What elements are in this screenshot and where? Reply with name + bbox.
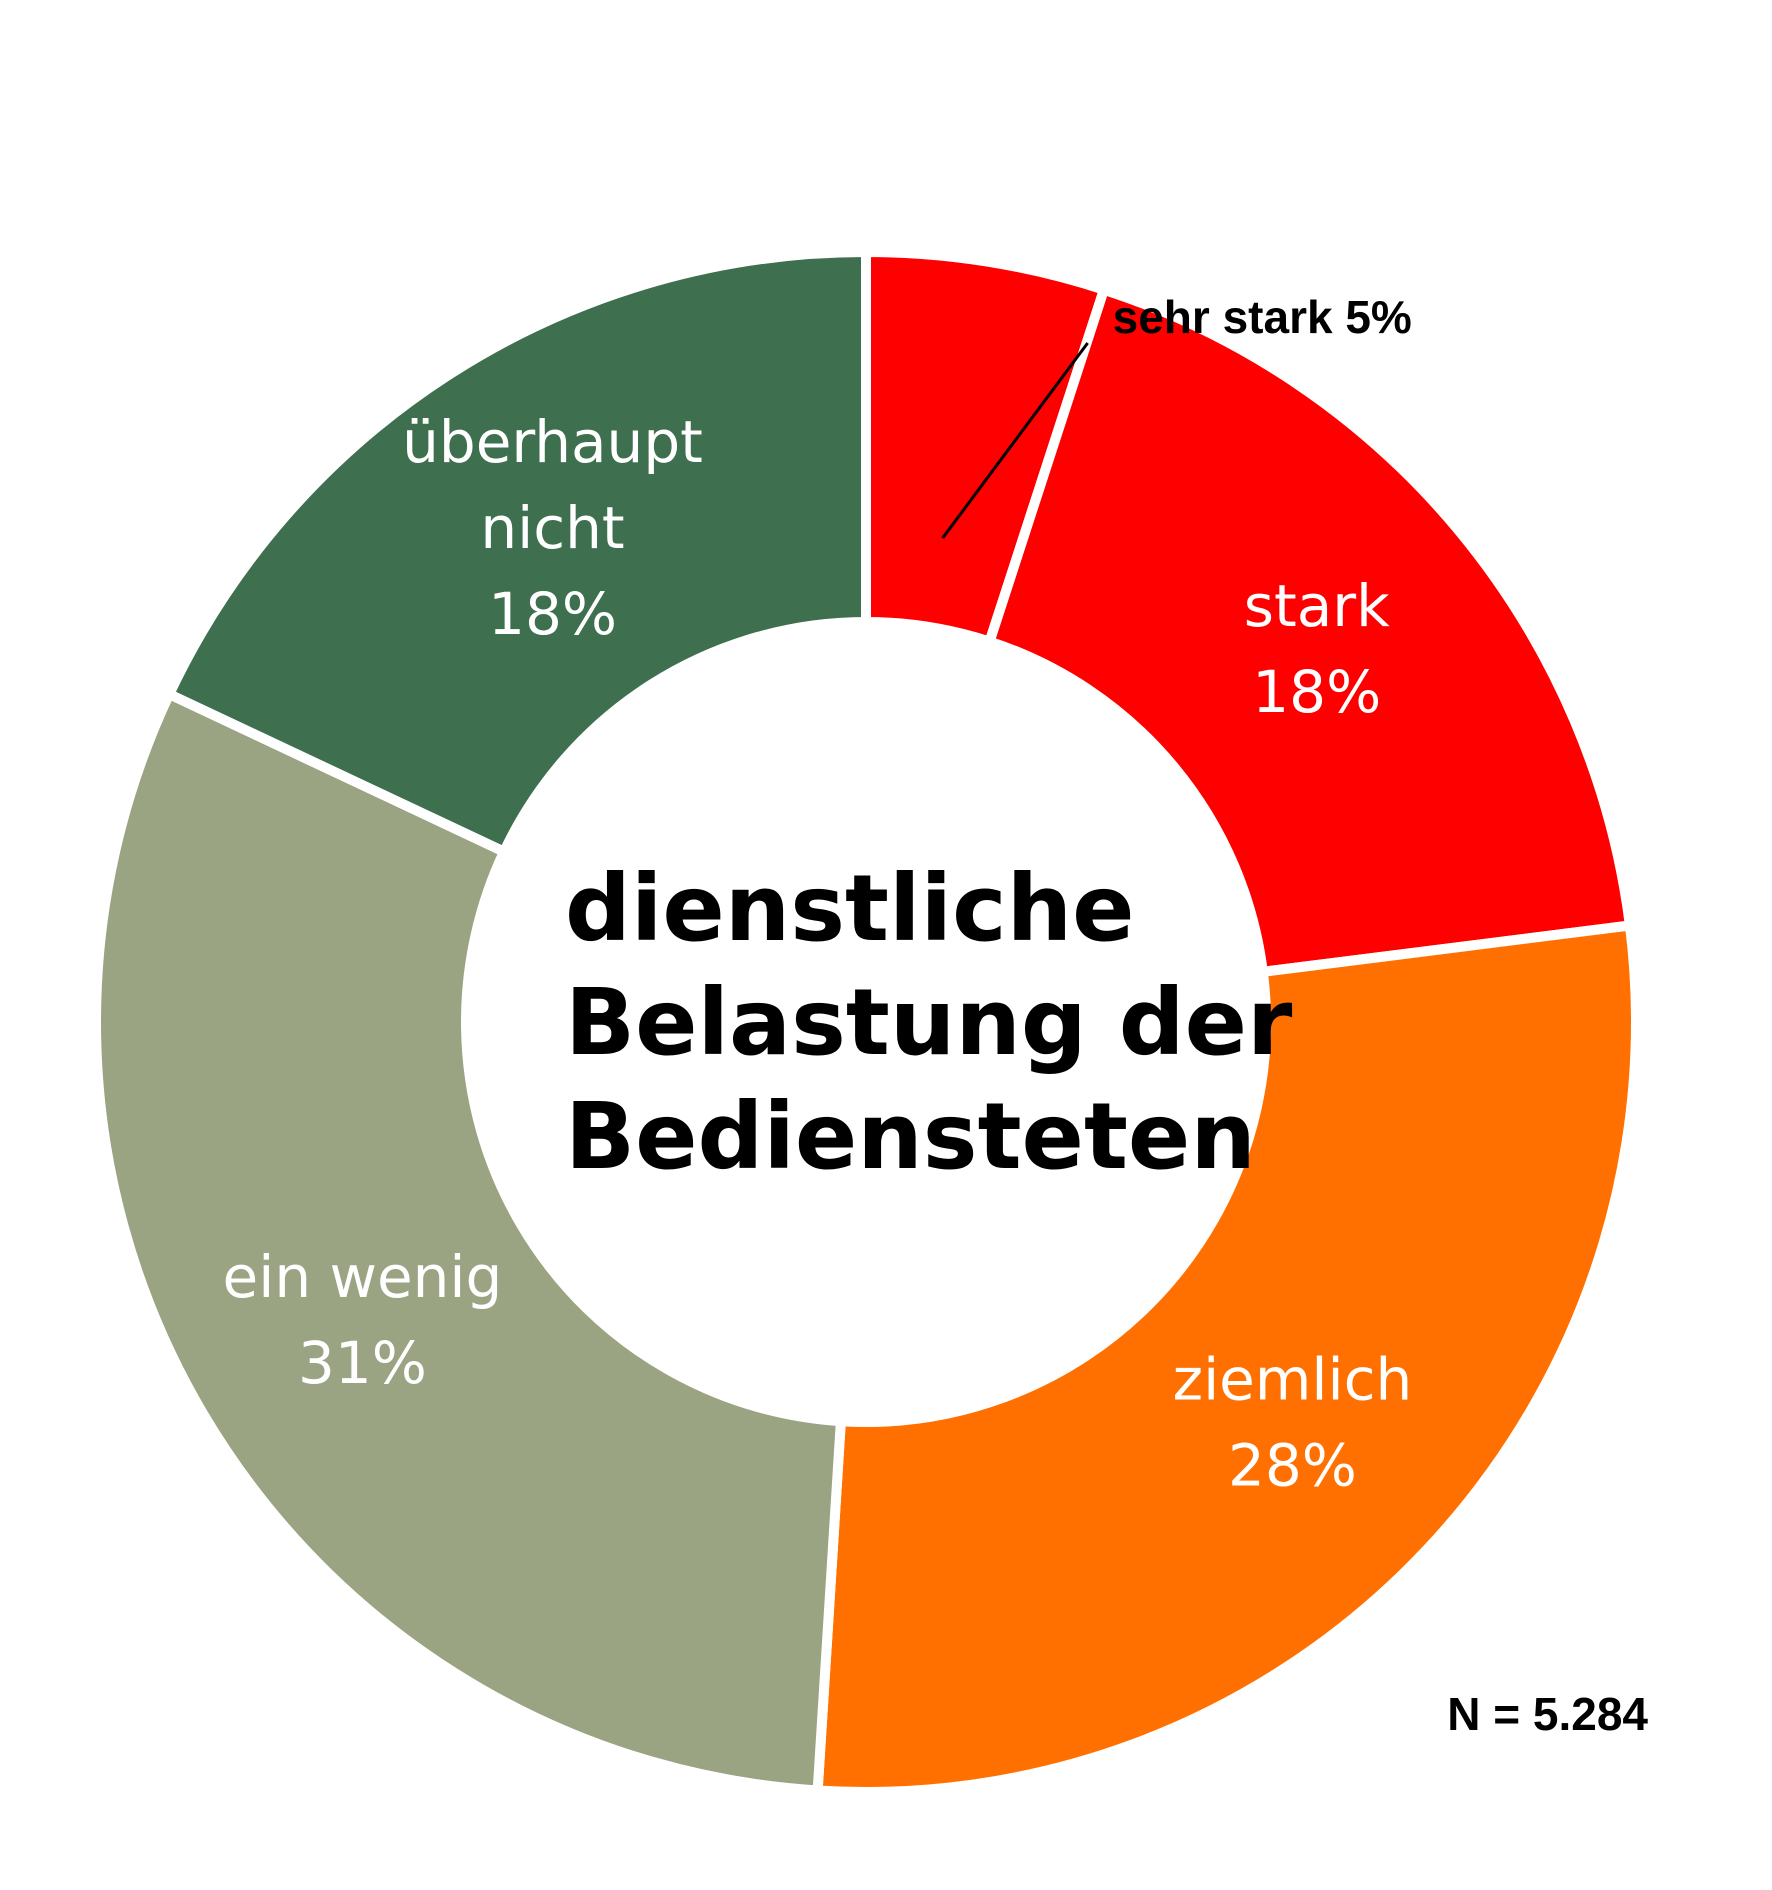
- donut-slices: [91, 246, 1641, 1797]
- chart-title: dienstliche Belastung der Bediensteten: [565, 855, 1293, 1190]
- sample-size-note: N = 5.284: [1447, 1688, 1648, 1740]
- slice-label-stark: stark 18%: [1244, 572, 1390, 726]
- slice-label-ziemlich: ziemlich 28%: [1173, 1345, 1413, 1499]
- slice-labels: stark 18% ziemlich 28% ein wenig 31% überhaupt…: [223, 408, 1413, 1499]
- slice-ein-wenig: [91, 687, 847, 1796]
- slice-ziemlich: [812, 919, 1641, 1797]
- slice-label-überhaupt-nicht: überhaupt nicht 18%: [402, 408, 703, 648]
- callout-leader-line: [941, 342, 1089, 539]
- callout-label-sehr-stark: sehr stark 5%: [1113, 291, 1412, 343]
- slice-label-ein-wenig: ein wenig 31%: [223, 1243, 503, 1397]
- slice-stark: [983, 283, 1636, 978]
- slice-überhaupt-nicht: [162, 246, 871, 859]
